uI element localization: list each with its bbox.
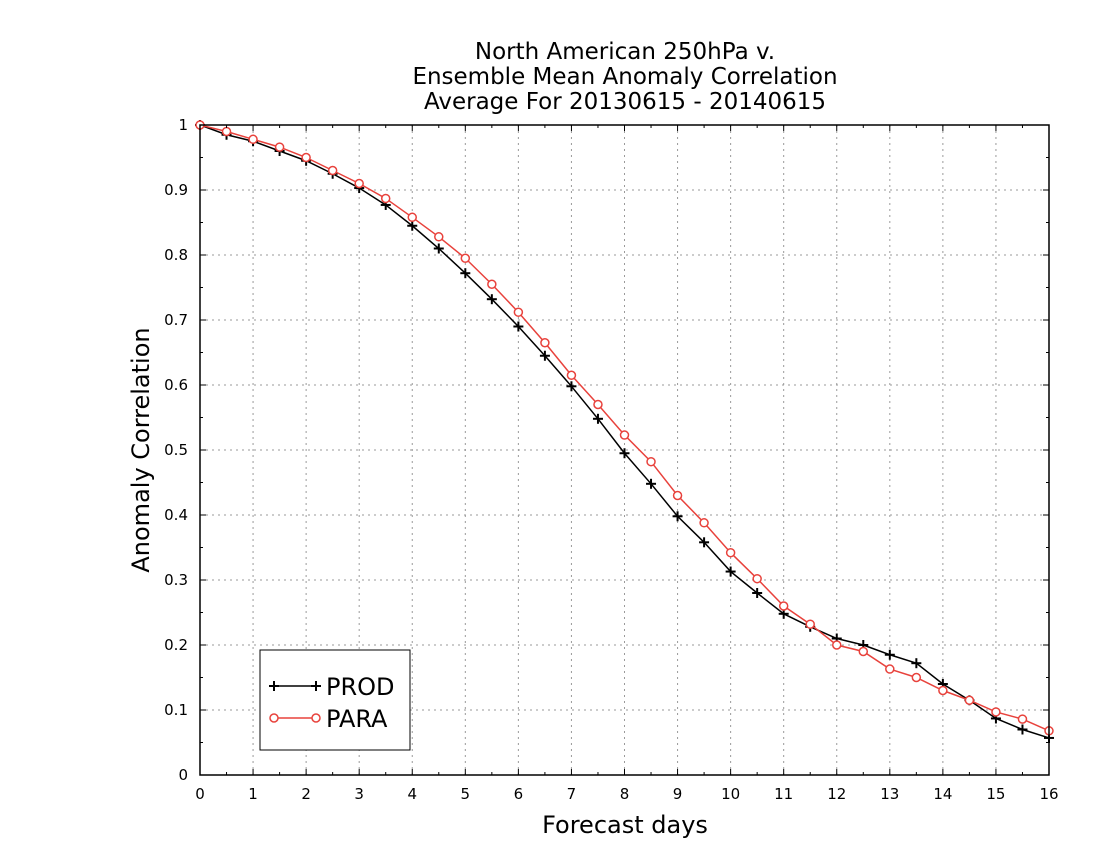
x-tick-label: 14 [933, 785, 952, 803]
data-point-para [619, 430, 630, 440]
data-point-prod [592, 413, 603, 424]
x-tick-label: 16 [1039, 785, 1058, 803]
y-tick-label: 0.8 [164, 246, 188, 264]
data-point-prod [619, 448, 630, 459]
series-para [195, 120, 1054, 736]
legend-label: PROD [326, 673, 395, 701]
y-tick-label: 0 [178, 766, 188, 784]
data-point-para [964, 695, 975, 705]
data-point-para [672, 490, 683, 501]
data-point-prod [513, 321, 524, 332]
data-point-prod [646, 478, 657, 489]
y-tick-label: 1 [178, 116, 188, 134]
chart-title-line-1: North American 250hPa v. [475, 39, 775, 65]
x-tick-label: 0 [195, 785, 205, 803]
data-point-para [354, 178, 364, 189]
legend-item-para: PARA [269, 705, 388, 733]
data-point-prod [725, 566, 736, 577]
data-point-para [699, 518, 709, 528]
x-tick-label: 2 [301, 785, 311, 803]
x-axis-label: Forecast days [542, 811, 708, 839]
data-point-prod [566, 381, 577, 392]
data-point-para [460, 253, 471, 263]
data-point-para [911, 672, 922, 683]
x-tick-label: 10 [721, 785, 740, 803]
data-point-prod [672, 511, 683, 522]
data-point-prod [911, 658, 922, 669]
data-point-prod [460, 268, 471, 279]
data-point-para [434, 232, 444, 242]
data-point-para [885, 664, 895, 674]
chart-title: North American 250hPa v. Ensemble Mean A… [412, 39, 837, 115]
data-point-para [938, 685, 948, 696]
data-point-para [540, 338, 550, 348]
data-point-para [487, 279, 497, 289]
y-tick-label: 0.4 [164, 506, 188, 524]
x-tick-label: 1 [248, 785, 258, 803]
data-point-para [513, 307, 524, 317]
y-tick-label: 0.7 [164, 311, 188, 329]
chart-title-line-3: Average For 20130615 - 20140615 [424, 89, 826, 115]
data-point-para [646, 456, 656, 467]
x-tick-label: 4 [407, 785, 417, 803]
data-point-para [805, 619, 815, 629]
x-tick-label: 13 [880, 785, 899, 803]
data-point-para [566, 370, 577, 380]
chart-title-line-2: Ensemble Mean Anomaly Correlation [412, 64, 837, 90]
data-point-prod [486, 294, 497, 305]
y-tick-label: 0.1 [164, 701, 188, 719]
data-point-para [327, 165, 338, 176]
data-point-para [248, 134, 258, 145]
x-tick-label: 12 [827, 785, 846, 803]
legend-box [259, 649, 411, 751]
x-tick-label: 6 [514, 785, 524, 803]
series-layer [195, 120, 1054, 743]
data-point-para [301, 152, 311, 163]
data-point-para [380, 193, 391, 204]
data-point-prod [752, 588, 763, 598]
data-point-para [593, 399, 603, 410]
legend-marker [269, 713, 279, 723]
x-tick-label: 8 [620, 785, 630, 803]
x-tick-label: 9 [673, 785, 683, 803]
y-tick-label: 0.6 [164, 376, 188, 394]
data-point-para [221, 126, 232, 137]
y-tick-label: 0.3 [164, 571, 188, 589]
x-axis-ticks: 0 1 2 3 4 5 6 7 8 9 10 11 12 13 14 15 16 [195, 125, 1059, 803]
data-point-para [752, 573, 762, 584]
x-tick-label: 7 [567, 785, 577, 803]
data-point-prod [699, 537, 710, 548]
data-point-para [778, 601, 789, 611]
data-point-prod [407, 220, 418, 231]
x-tick-label: 3 [354, 785, 364, 803]
legend: PROD PARA [259, 649, 411, 751]
y-axis-ticks: 0 0.1 0.2 0.3 0.4 0.5 0.6 0.7 0.8 0.9 1 [164, 116, 1049, 784]
legend-item-prod: PROD [269, 673, 395, 701]
y-axis-label: Anomaly Correlation [127, 327, 155, 572]
data-point-para [407, 212, 417, 223]
legend-marker [269, 681, 279, 691]
data-point-prod [884, 649, 895, 660]
data-point-para [274, 142, 285, 152]
data-point-para [725, 547, 736, 558]
x-tick-label: 5 [461, 785, 471, 803]
data-point-para [832, 640, 842, 650]
legend-label: PARA [326, 705, 388, 733]
legend-marker [311, 713, 321, 723]
y-tick-label: 0.2 [164, 636, 188, 654]
legend-marker [311, 681, 321, 691]
data-point-para [991, 707, 1001, 717]
y-tick-label: 0.9 [164, 181, 188, 199]
x-tick-label: 11 [774, 785, 793, 803]
data-point-prod [433, 243, 444, 254]
y-tick-label: 0.5 [164, 441, 188, 459]
data-point-para [858, 646, 869, 657]
data-point-prod [1017, 724, 1028, 735]
x-tick-label: 15 [986, 785, 1005, 803]
data-point-prod [539, 350, 550, 361]
data-point-para [1017, 714, 1028, 724]
